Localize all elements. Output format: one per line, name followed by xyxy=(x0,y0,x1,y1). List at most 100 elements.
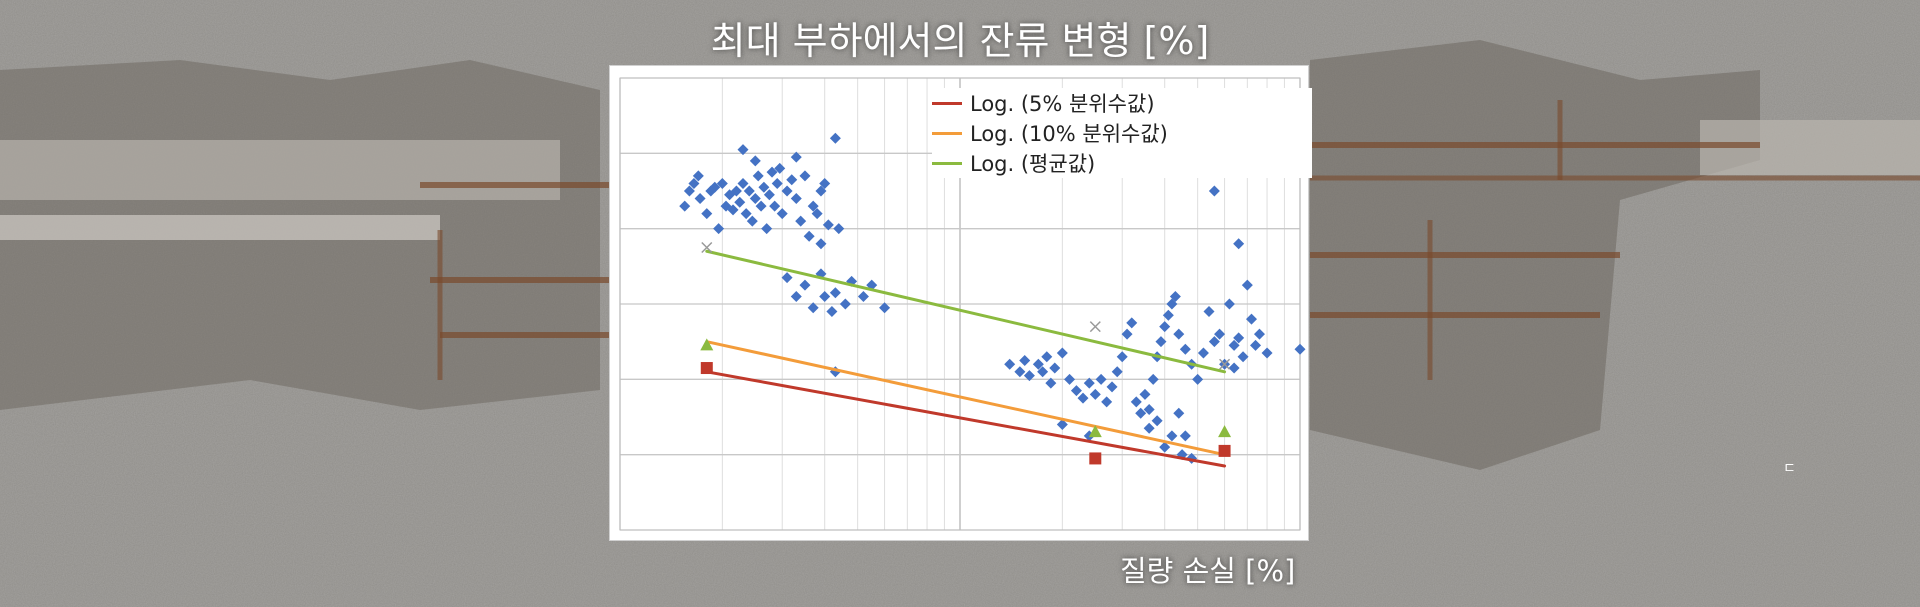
data-point xyxy=(737,177,749,189)
data-point xyxy=(803,230,815,242)
data-point xyxy=(1111,366,1123,378)
data-point xyxy=(737,144,749,156)
marker-triangle xyxy=(1218,425,1232,438)
data-point xyxy=(829,132,841,144)
data-point xyxy=(857,290,869,302)
data-point xyxy=(1192,373,1204,385)
data-point xyxy=(679,200,691,212)
data-point xyxy=(1139,388,1151,400)
data-point xyxy=(1159,321,1171,333)
data-point xyxy=(1253,328,1265,340)
legend-label-5pct: Log. (5% 분위수값) xyxy=(970,92,1155,116)
data-point xyxy=(1089,388,1101,400)
data-point xyxy=(740,208,752,220)
data-point xyxy=(749,155,761,167)
data-point xyxy=(761,223,773,235)
legend-swatch-10pct xyxy=(932,131,962,135)
data-point xyxy=(807,302,819,314)
data-point xyxy=(1166,430,1178,442)
data-point xyxy=(1049,362,1061,374)
data-point xyxy=(1173,407,1185,419)
data-point xyxy=(833,223,845,235)
data-point xyxy=(1186,452,1198,464)
data-point xyxy=(790,193,802,205)
data-point xyxy=(1041,351,1053,363)
data-point xyxy=(1095,373,1107,385)
legend-item-5pct: Log. (5% 분위수값) xyxy=(932,88,1312,118)
marker-x xyxy=(701,241,713,254)
data-point xyxy=(866,279,878,291)
legend-item-mean: Log. (평균값) xyxy=(932,148,1312,178)
data-point xyxy=(1014,366,1026,378)
data-point xyxy=(692,170,704,182)
data-point xyxy=(1077,392,1089,404)
data-point xyxy=(799,170,811,182)
scatter-plot xyxy=(619,77,1306,531)
marker-square xyxy=(1089,452,1102,465)
data-point xyxy=(1233,332,1245,344)
plot-frame xyxy=(619,77,1301,531)
data-point xyxy=(1023,370,1035,382)
data-point xyxy=(1173,328,1185,340)
data-point xyxy=(795,215,807,227)
data-point xyxy=(1214,328,1226,340)
data-point xyxy=(1004,358,1016,370)
data-point xyxy=(763,189,775,201)
data-point xyxy=(730,185,742,197)
data-point xyxy=(1143,403,1155,415)
data-point xyxy=(1064,373,1076,385)
data-point xyxy=(1019,355,1031,366)
data-point xyxy=(694,193,706,205)
data-point xyxy=(1151,415,1163,427)
data-point xyxy=(683,185,695,197)
data-point xyxy=(688,177,700,189)
data-point xyxy=(766,166,778,178)
data-point xyxy=(1083,430,1095,442)
data-point xyxy=(1101,396,1113,408)
data-point xyxy=(724,189,736,201)
data-point xyxy=(713,223,725,235)
legend-item-10pct: Log. (10% 분위수값) xyxy=(932,118,1312,148)
legend-label-10pct: Log. (10% 분위수값) xyxy=(970,122,1168,146)
marker-x xyxy=(1089,321,1101,333)
marker-x xyxy=(1219,358,1231,370)
marker-triangle xyxy=(700,338,714,351)
data-point xyxy=(819,290,831,302)
data-point xyxy=(799,279,811,291)
data-point xyxy=(839,298,851,310)
data-point xyxy=(749,193,761,205)
data-point xyxy=(1179,343,1191,355)
data-point xyxy=(727,204,739,216)
data-point xyxy=(1126,317,1138,329)
stray-glyph: ㄷ xyxy=(1783,461,1796,477)
data-point xyxy=(1166,298,1178,310)
data-point xyxy=(819,177,831,189)
data-point xyxy=(822,219,834,231)
data-point xyxy=(1135,407,1147,419)
data-point xyxy=(1147,373,1159,385)
data-point xyxy=(829,287,841,299)
data-point xyxy=(1056,347,1068,359)
data-point xyxy=(1083,377,1095,389)
data-point xyxy=(758,181,770,193)
legend-swatch-mean xyxy=(932,161,962,165)
data-point xyxy=(1159,441,1171,453)
data-point xyxy=(1203,306,1215,318)
legend: Log. (5% 분위수값) Log. (10% 분위수값) Log. (평균값… xyxy=(932,88,1312,178)
data-point xyxy=(1241,279,1253,291)
data-point xyxy=(1228,362,1240,374)
data-point xyxy=(1197,347,1209,359)
data-point xyxy=(1261,347,1273,359)
data-point xyxy=(1208,336,1220,348)
data-point xyxy=(743,185,755,197)
data-point xyxy=(1223,298,1235,310)
trendline-mean xyxy=(705,249,1227,374)
data-point xyxy=(701,208,713,220)
marker-square xyxy=(1218,444,1231,457)
data-point xyxy=(815,185,827,197)
data-point xyxy=(781,272,793,284)
legend-swatch-5pct xyxy=(932,101,962,105)
data-point xyxy=(1179,430,1191,442)
data-point xyxy=(1037,366,1049,378)
data-point xyxy=(734,196,746,208)
